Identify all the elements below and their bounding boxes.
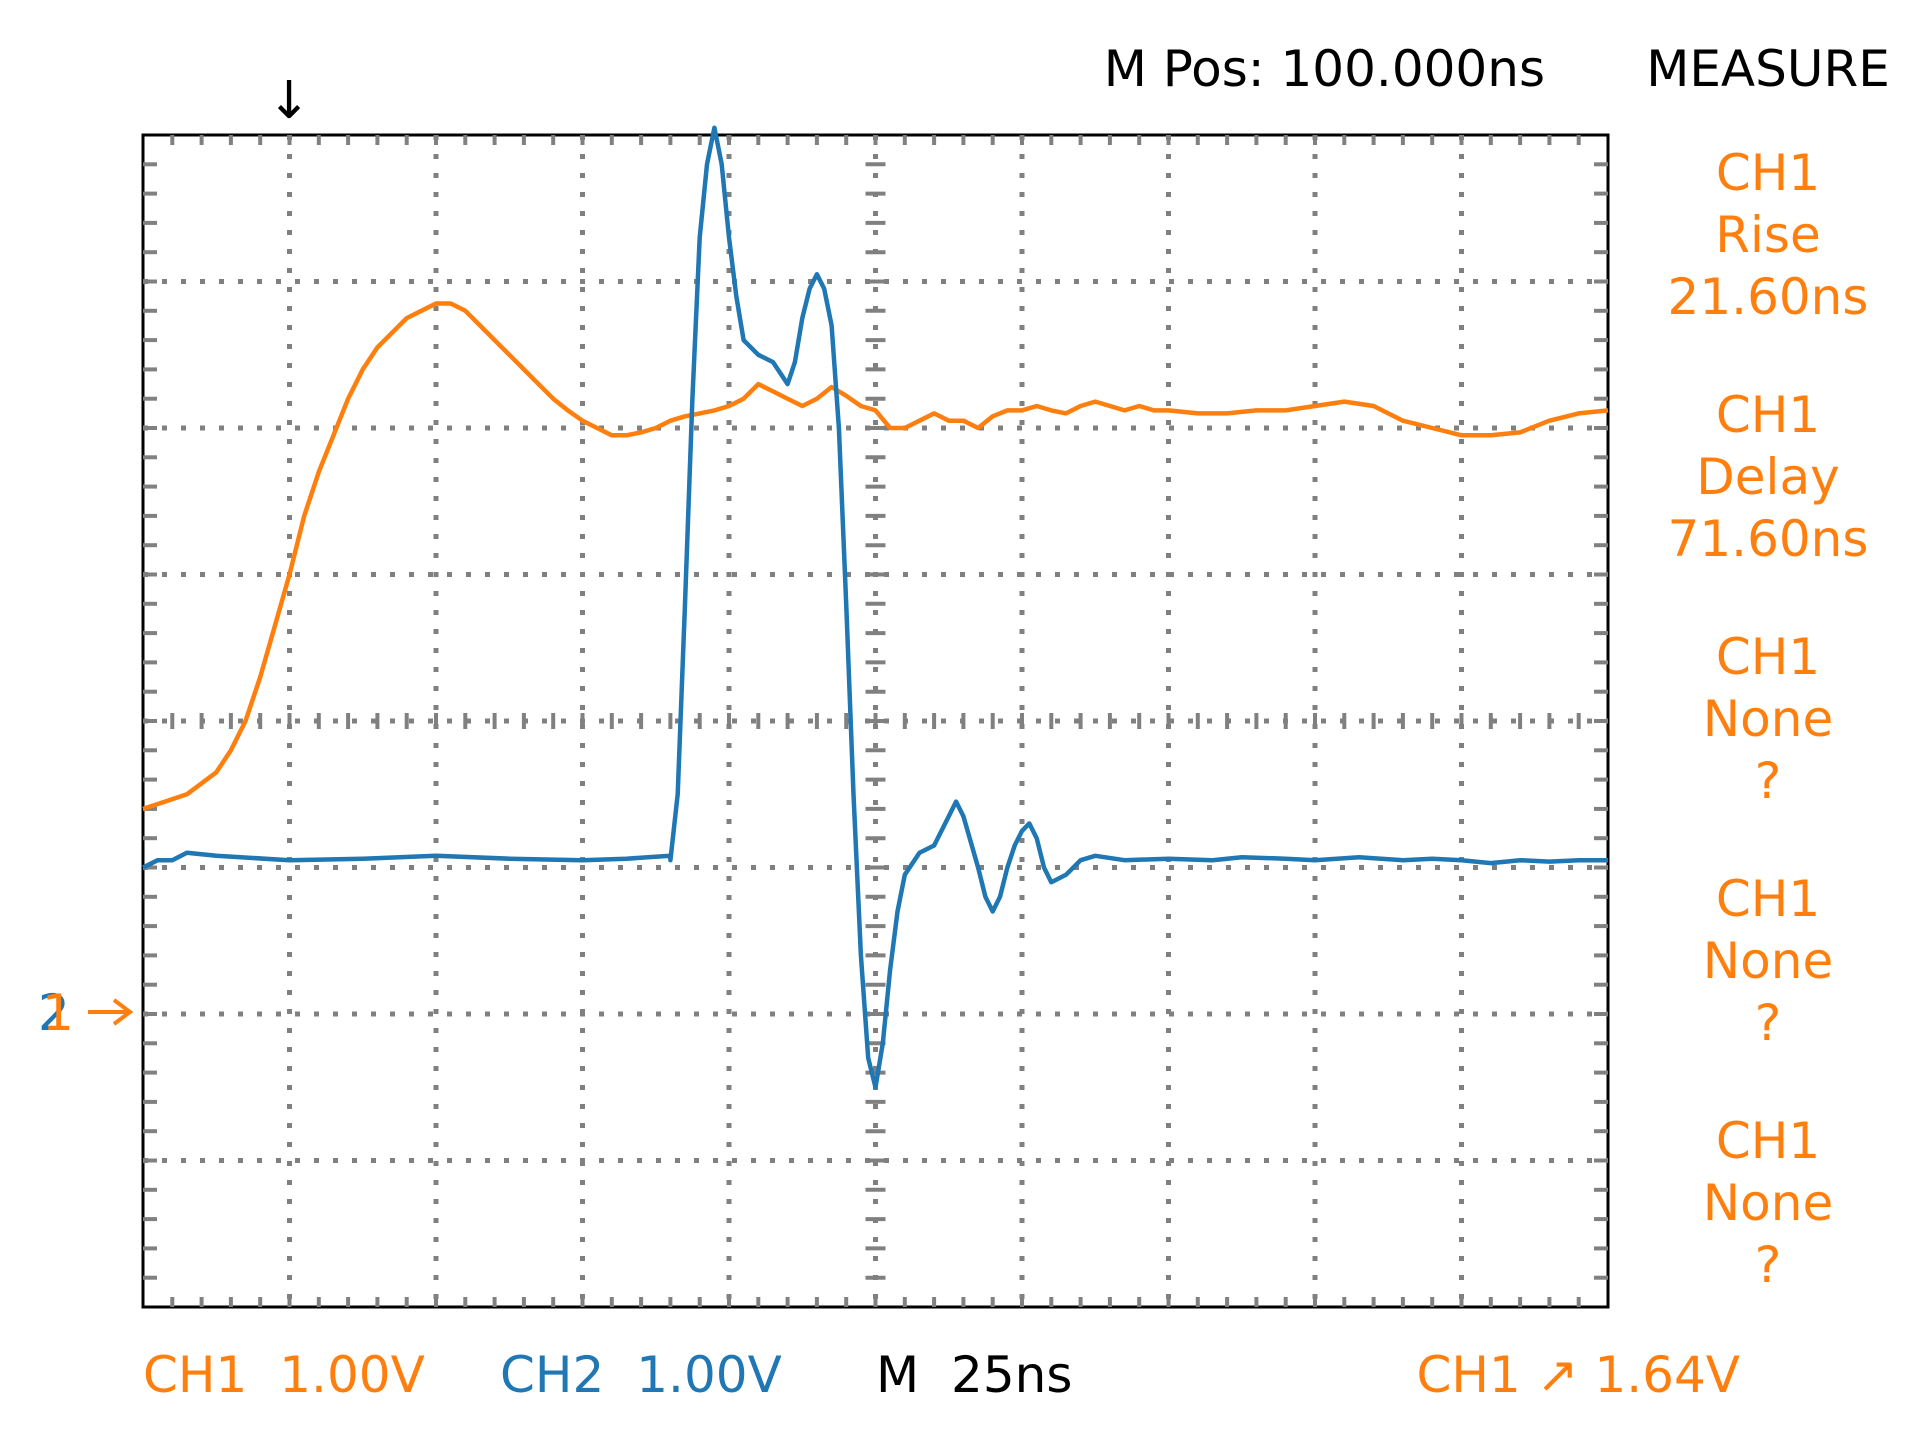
measurement-type: Rise <box>1715 206 1820 264</box>
measurement-source: CH1 <box>1716 628 1820 686</box>
measurement-source: CH1 <box>1716 1112 1820 1170</box>
ch2-scale-readout[interactable]: CH2 1.00V <box>500 1346 782 1404</box>
trigger-readout[interactable]: CH1 ↗ 1.64V <box>1416 1346 1740 1404</box>
timebase-readout[interactable]: M 25ns <box>876 1346 1072 1404</box>
measurement-type: None <box>1703 1174 1833 1232</box>
measurement-value: ? <box>1755 1236 1782 1294</box>
ch1-scale-readout[interactable]: CH1 1.00V <box>143 1346 425 1404</box>
measurement-source: CH1 <box>1716 144 1820 202</box>
ground-arrow-icon <box>88 998 134 1026</box>
measurement-value: 71.60ns <box>1668 510 1869 568</box>
menu-title[interactable]: MEASURE <box>1646 40 1890 98</box>
measurement-type: Delay <box>1696 448 1839 506</box>
measurement-type: None <box>1703 690 1833 748</box>
measurement-value: ? <box>1755 752 1782 810</box>
ch2-scale: 1.00V <box>636 1346 782 1404</box>
ch1-scale: 1.00V <box>279 1346 425 1404</box>
ch1-trace <box>142 301 1609 812</box>
graticule <box>141 133 1610 1309</box>
measurement-source: CH1 <box>1716 870 1820 928</box>
horizontal-position-readout: M Pos: 100.000ns <box>1104 40 1545 98</box>
measurement-panel: CH1Rise21.60nsCH1Delay71.60nsCH1None?CH1… <box>1668 144 1869 1294</box>
measurement-value: ? <box>1755 994 1782 1052</box>
ch2-label: CH2 <box>500 1346 604 1404</box>
ch2-ground-marker[interactable]: 2 <box>38 984 70 1042</box>
ch1-ground-marker[interactable]: 1 <box>42 984 74 1042</box>
measurement-type: None <box>1703 932 1833 990</box>
ch2-trace <box>141 125 1608 1090</box>
ch1-label: CH1 <box>143 1346 247 1404</box>
measurement-source: CH1 <box>1716 386 1820 444</box>
timebase-label: M <box>876 1346 919 1404</box>
measurement-value: 21.60ns <box>1668 268 1869 326</box>
timebase-scale: 25ns <box>951 1346 1072 1404</box>
trigger-position-marker: ↓ <box>267 71 311 131</box>
